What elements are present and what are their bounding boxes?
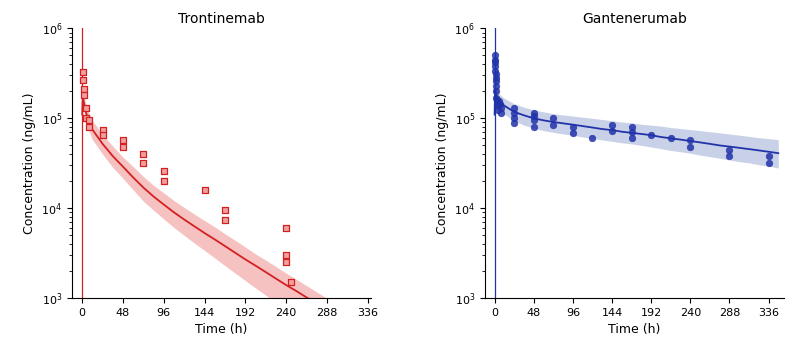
Point <box>117 137 130 142</box>
Point <box>493 101 506 106</box>
Point <box>79 105 92 111</box>
Point <box>494 110 507 116</box>
Point <box>490 88 502 94</box>
Point <box>489 58 502 63</box>
Point <box>96 127 109 132</box>
Point <box>489 59 502 65</box>
Point <box>490 75 502 81</box>
Point <box>137 160 150 166</box>
Point <box>490 71 502 77</box>
Point <box>645 132 658 138</box>
Point <box>137 151 150 157</box>
Point <box>78 93 90 98</box>
Y-axis label: Concentration (ng/mL): Concentration (ng/mL) <box>23 93 36 234</box>
Point <box>117 144 130 150</box>
Point <box>762 160 775 166</box>
Point <box>508 110 521 116</box>
Point <box>79 115 92 121</box>
Point <box>492 98 505 104</box>
Point <box>606 122 618 127</box>
Point <box>606 128 618 134</box>
Point <box>625 124 638 130</box>
Point <box>218 217 231 222</box>
Point <box>684 137 697 142</box>
Title: Gantenerumab: Gantenerumab <box>582 12 687 26</box>
Point <box>82 118 95 123</box>
Point <box>547 115 560 121</box>
Point <box>508 105 521 111</box>
Point <box>489 63 502 69</box>
Y-axis label: Concentration (ng/mL): Concentration (ng/mL) <box>436 93 449 234</box>
Point <box>280 225 293 231</box>
Point <box>158 178 170 184</box>
X-axis label: Time (h): Time (h) <box>195 323 248 337</box>
Point <box>490 83 502 89</box>
Point <box>77 77 90 82</box>
Point <box>723 153 736 159</box>
Point <box>491 102 504 108</box>
Point <box>508 120 521 126</box>
Point <box>566 124 579 130</box>
Point <box>280 260 293 265</box>
Point <box>285 279 298 285</box>
Point <box>723 147 736 152</box>
Point <box>158 168 170 174</box>
Point <box>280 252 293 258</box>
Point <box>494 105 507 111</box>
Point <box>96 132 109 138</box>
Point <box>762 153 775 159</box>
Point <box>586 136 599 141</box>
Point <box>684 144 697 150</box>
Point <box>527 110 540 116</box>
Point <box>198 187 211 193</box>
Point <box>566 131 579 136</box>
Point <box>490 78 502 84</box>
Point <box>490 102 503 108</box>
Point <box>527 118 540 123</box>
Point <box>491 107 504 113</box>
Point <box>77 69 90 75</box>
Point <box>490 95 502 100</box>
Point <box>82 124 95 130</box>
Point <box>547 122 560 127</box>
Point <box>489 68 502 73</box>
Point <box>625 130 638 135</box>
Point <box>490 97 503 103</box>
Point <box>527 114 540 119</box>
Point <box>664 136 677 141</box>
Point <box>508 115 521 121</box>
X-axis label: Time (h): Time (h) <box>608 323 661 337</box>
Title: Trontinemab: Trontinemab <box>178 12 265 26</box>
Point <box>218 207 231 213</box>
Point <box>527 124 540 130</box>
Point <box>489 53 502 58</box>
Point <box>625 136 638 141</box>
Point <box>78 87 90 92</box>
